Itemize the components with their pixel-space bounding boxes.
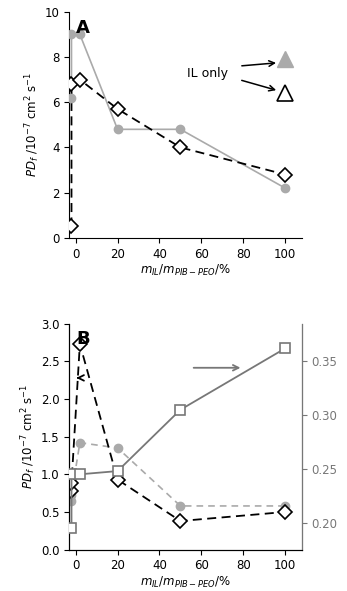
Y-axis label: $PD_f$ /10$^{-7}$ cm$^2$ s$^{-1}$: $PD_f$ /10$^{-7}$ cm$^2$ s$^{-1}$ xyxy=(23,72,42,177)
Text: A: A xyxy=(76,18,90,37)
Text: B: B xyxy=(76,330,90,349)
X-axis label: $m_{IL}/m_{PIB-PEO}$/%: $m_{IL}/m_{PIB-PEO}$/% xyxy=(140,264,231,278)
Y-axis label: $PD_f$ /10$^{-7}$ cm$^2$ s$^{-1}$: $PD_f$ /10$^{-7}$ cm$^2$ s$^{-1}$ xyxy=(19,384,38,489)
Text: IL only: IL only xyxy=(187,67,228,80)
X-axis label: $m_{IL}/m_{PIB-PEO}$/%: $m_{IL}/m_{PIB-PEO}$/% xyxy=(140,575,231,590)
Y-axis label: Porous volume/cm$^3$ cm$^{-3}$: Porous volume/cm$^3$ cm$^{-3}$ xyxy=(343,362,347,512)
